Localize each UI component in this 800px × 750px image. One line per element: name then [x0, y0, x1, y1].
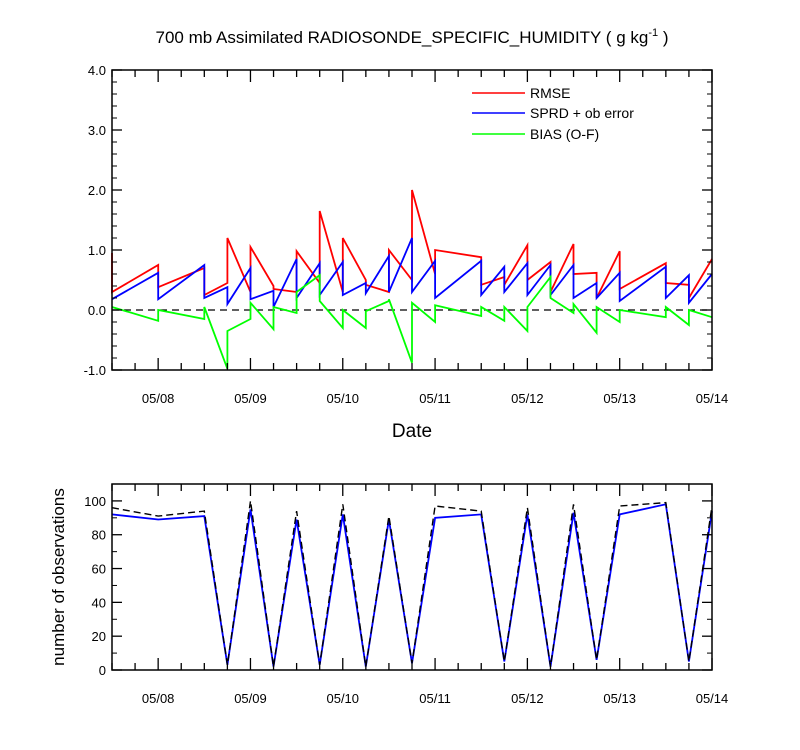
top-x-axis-label: Date [392, 421, 432, 442]
y-tick-label: 3.0 [88, 123, 106, 138]
y-tick-label: 0 [99, 663, 106, 678]
y-tick-label: 60 [92, 562, 106, 577]
top-legend: RMSE SPRD + ob error BIAS (O-F) [472, 85, 634, 142]
y-tick-label: 1.0 [88, 243, 106, 258]
x-tick-label: 05/12 [511, 691, 544, 706]
x-tick-label: 05/09 [234, 691, 267, 706]
x-tick-label: 05/10 [326, 691, 359, 706]
top-axis-ticks: -1.0 0.0 1.0 2.0 3.0 4.0 05/08 05/09 05/10 05/11 0… [84, 63, 729, 406]
bottom-y-axis-label: number of observations [49, 488, 68, 666]
series-line-bottom-0 [111, 503, 713, 667]
y-tick-label: 80 [92, 528, 106, 543]
y-tick-label: 100 [84, 494, 106, 509]
x-tick-label: 05/08 [142, 391, 175, 406]
top-plot-frame [111, 69, 713, 371]
y-tick-label: 40 [92, 595, 106, 610]
series-line-bottom-total [111, 500, 713, 667]
x-tick-label: 05/11 [419, 691, 451, 706]
legend-bias-label: BIAS (O-F) [530, 126, 599, 142]
top-chart-title: 700 mb Assimilated RADIOSONDE_SPECIFIC_H… [156, 27, 669, 47]
x-tick-label: 05/12 [511, 391, 544, 406]
series-line-top-2 [111, 273, 713, 370]
y-tick-label: -1.0 [84, 363, 106, 378]
series-line-top-1 [111, 237, 713, 308]
bottom-axis-ticks: 0 20 40 60 80 100 05/08 05/09 05/10 05/11 05/12 05/… [84, 484, 728, 706]
y-tick-label: 0.0 [88, 303, 106, 318]
y-tick-label: 2.0 [88, 183, 106, 198]
bottom-series-group [111, 500, 713, 667]
bottom-plot-frame [111, 483, 713, 671]
top-series-group [111, 189, 713, 370]
y-tick-label: 4.0 [88, 63, 106, 78]
x-tick-label: 05/08 [142, 691, 175, 706]
legend-rmse-label: RMSE [530, 85, 570, 101]
x-tick-label: 05/13 [603, 391, 636, 406]
x-tick-label: 05/09 [234, 391, 267, 406]
legend-sprd-label: SPRD + ob error [530, 105, 634, 121]
y-tick-label: 20 [92, 629, 106, 644]
x-tick-label: 05/14 [696, 391, 729, 406]
x-tick-label: 05/14 [696, 691, 729, 706]
x-tick-label: 05/10 [326, 391, 359, 406]
x-tick-label: 05/11 [419, 391, 451, 406]
x-tick-label: 05/13 [603, 691, 636, 706]
